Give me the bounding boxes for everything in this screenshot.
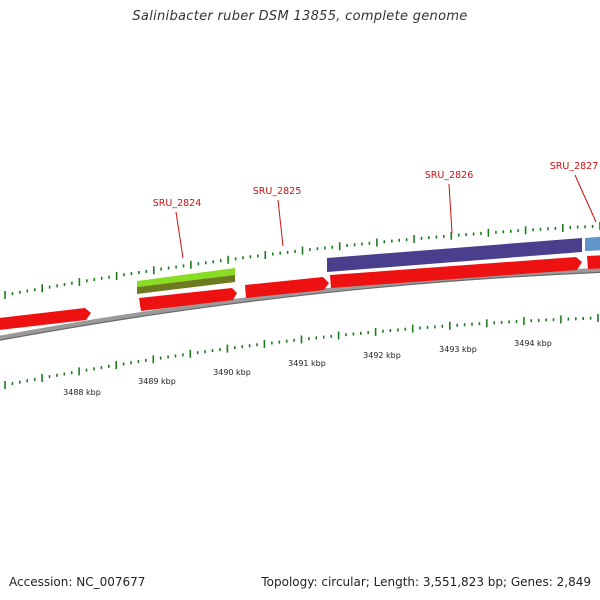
gene-label-sru-2826[interactable]: SRU_2826 (425, 170, 474, 181)
reverse-cds-olive[interactable] (137, 275, 235, 294)
leader-line-sru-2826 (448, 183, 453, 234)
leader-line-sru-2827 (574, 174, 597, 223)
map-title: Salinibacter ruber DSM 13855, complete g… (132, 9, 468, 24)
scale-label-3488: 3488 kbp (63, 388, 101, 397)
forward-cds-4[interactable] (330, 257, 582, 288)
scale-label-3493: 3493 kbp (439, 345, 477, 354)
reverse-cds-green[interactable] (137, 268, 235, 287)
reverse-cds-purple[interactable] (327, 238, 582, 272)
genome-summary-text: Topology: circular; Length: 3,551,823 bp… (261, 575, 591, 589)
leader-line-sru-2825 (277, 199, 284, 247)
reverse-cds-blue[interactable] (585, 236, 600, 251)
forward-cds-2[interactable] (139, 288, 237, 311)
forward-cds-5[interactable] (587, 255, 600, 269)
upper-tick-track (4, 222, 600, 299)
scale-label-3490: 3490 kbp (213, 368, 251, 377)
gene-label-sru-2827[interactable]: SRU_2827 (550, 161, 599, 172)
scale-label-3494: 3494 kbp (514, 339, 552, 348)
gene-label-sru-2824[interactable]: SRU_2824 (153, 198, 202, 209)
genome-backbone-shadow (0, 271, 600, 341)
scale-label-3491: 3491 kbp (288, 359, 326, 368)
accession-text: Accession: NC_007677 (9, 575, 146, 589)
forward-cds-1[interactable] (0, 308, 91, 331)
gene-label-sru-2825[interactable]: SRU_2825 (253, 186, 302, 197)
scale-label-3489: 3489 kbp (138, 377, 176, 386)
genome-backbone (0, 267, 600, 341)
lower-tick-track (4, 314, 599, 389)
leader-line-sru-2824 (175, 211, 184, 259)
scale-label-3492: 3492 kbp (363, 351, 401, 360)
forward-cds-3[interactable] (245, 277, 329, 298)
